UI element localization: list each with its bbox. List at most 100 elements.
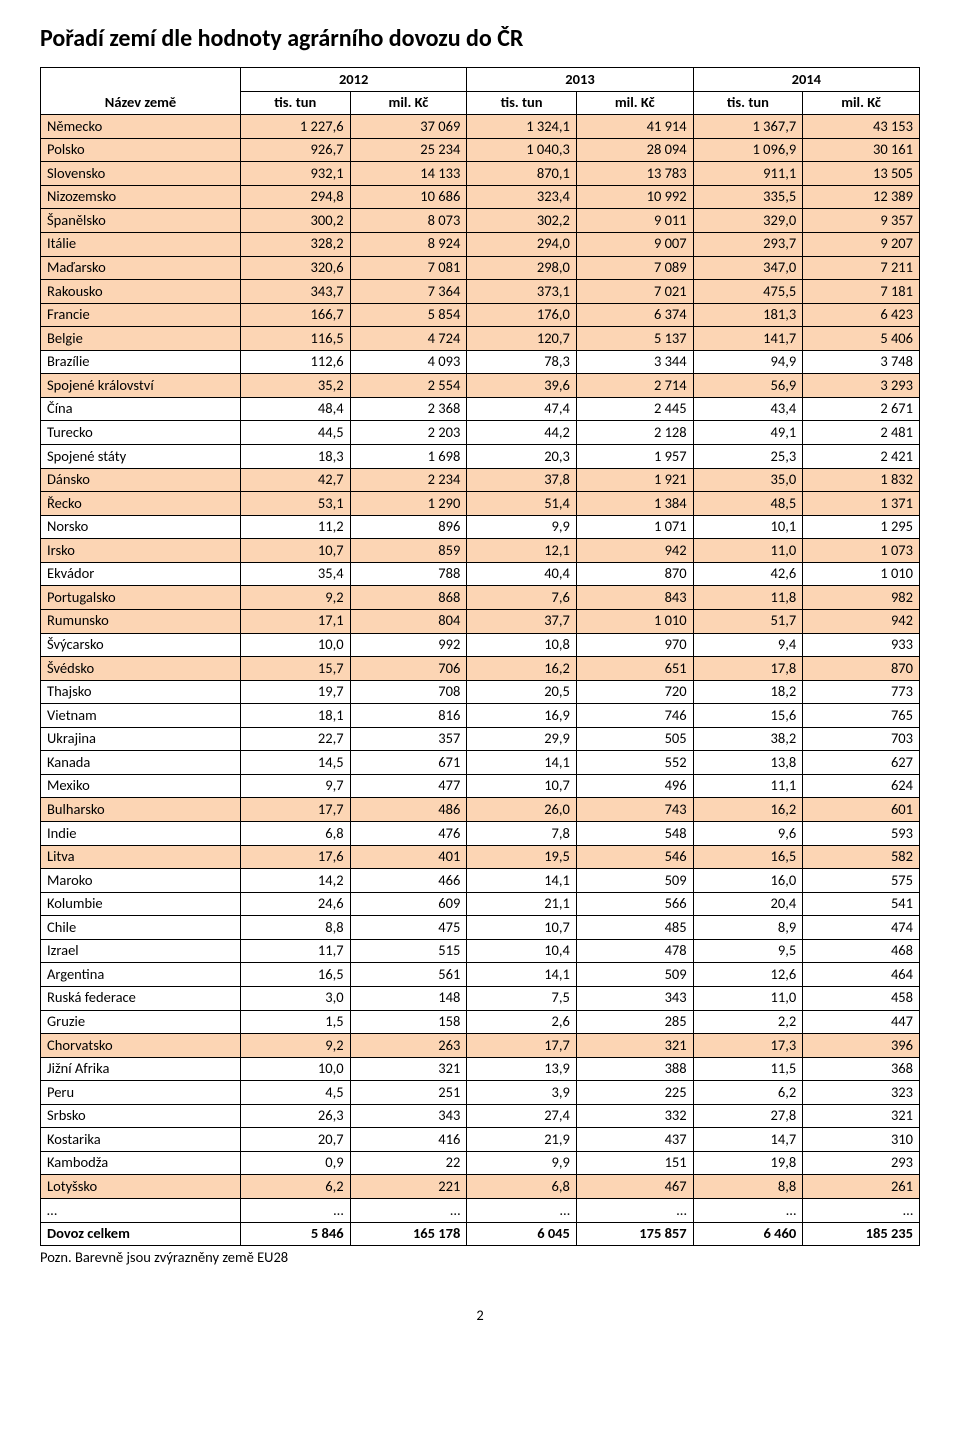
row-value: 5 137 [576,327,693,351]
row-value: 17,7 [241,798,351,822]
row-value: 47,4 [467,397,577,421]
row-value: 9 207 [803,232,920,256]
row-value: 6,8 [467,1175,577,1199]
row-value: 321 [576,1034,693,1058]
row-value: 343 [576,986,693,1010]
row-value: 21,9 [467,1128,577,1152]
row-value: … [241,1199,351,1223]
row-value: 25 234 [350,138,467,162]
row-name: Portugalsko [41,586,241,610]
total-value: 165 178 [350,1222,467,1246]
col-year-2013: 2013 [467,68,693,92]
row-value: 561 [350,963,467,987]
row-value: 4 724 [350,327,467,351]
row-value: 505 [576,727,693,751]
table-row: Kambodža0,9229,915119,8293 [41,1151,920,1175]
row-value: … [467,1199,577,1223]
row-value: 12,1 [467,539,577,563]
row-value: 368 [803,1057,920,1081]
row-value: 5 854 [350,303,467,327]
table-row: Irsko10,785912,194211,01 073 [41,539,920,563]
row-value: 7,8 [467,822,577,846]
row-value: 651 [576,657,693,681]
table-row: Srbsko26,334327,433227,8321 [41,1104,920,1128]
row-value: 477 [350,774,467,798]
row-value: 7,6 [467,586,577,610]
row-value: 38,2 [693,727,803,751]
row-value: 7,5 [467,986,577,1010]
row-value: 7 211 [803,256,920,280]
row-value: 30 161 [803,138,920,162]
table-row: Švýcarsko10,099210,89709,4933 [41,633,920,657]
row-value: 42,7 [241,468,351,492]
row-value: 51,4 [467,492,577,516]
row-value: 746 [576,704,693,728]
table-row: Ekvádor35,478840,487042,61 010 [41,562,920,586]
row-value: 321 [803,1104,920,1128]
row-value: 20,5 [467,680,577,704]
row-value: 9,6 [693,822,803,846]
row-value: … [350,1199,467,1223]
total-value: 175 857 [576,1222,693,1246]
row-value: 1 832 [803,468,920,492]
row-name: Norsko [41,515,241,539]
row-value: 13 783 [576,162,693,186]
table-row: Spojené státy18,31 69820,31 95725,32 421 [41,445,920,469]
row-value: 16,9 [467,704,577,728]
row-value: 21,1 [467,892,577,916]
row-value: 294,0 [467,232,577,256]
row-value: 15,7 [241,657,351,681]
row-value: 671 [350,751,467,775]
row-value: 39,6 [467,374,577,398]
row-value: 10,7 [241,539,351,563]
row-value: 18,3 [241,445,351,469]
row-value: 16,2 [693,798,803,822]
row-value: 151 [576,1151,693,1175]
row-value: 181,3 [693,303,803,327]
row-value: 5 406 [803,327,920,351]
table-row: Jižní Afrika10,032113,938811,5368 [41,1057,920,1081]
row-value: 1 073 [803,539,920,563]
row-name: Francie [41,303,241,327]
row-value: 332 [576,1104,693,1128]
row-name: Brazílie [41,350,241,374]
row-value: 16,2 [467,657,577,681]
table-row: Litva17,640119,554616,5582 [41,845,920,869]
row-value: 870 [576,562,693,586]
row-value: 6,2 [693,1081,803,1105]
row-value: 11,7 [241,939,351,963]
row-value: 485 [576,916,693,940]
row-value: 158 [350,1010,467,1034]
row-value: 43 153 [803,115,920,139]
row-value: 22 [350,1151,467,1175]
table-row: Kolumbie24,660921,156620,4541 [41,892,920,916]
table-row: Čína48,42 36847,42 44543,42 671 [41,397,920,421]
row-value: 26,0 [467,798,577,822]
row-value: 13,8 [693,751,803,775]
row-value: 35,2 [241,374,351,398]
row-value: 373,1 [467,280,577,304]
row-value: 870 [803,657,920,681]
table-row: Dánsko42,72 23437,81 92135,01 832 [41,468,920,492]
row-value: 552 [576,751,693,775]
row-value: 53,1 [241,492,351,516]
row-value: 221 [350,1175,467,1199]
row-value: 14,7 [693,1128,803,1152]
row-value: … [576,1199,693,1223]
row-value: 25,3 [693,445,803,469]
table-row: Nizozemsko294,810 686323,410 992335,512 … [41,185,920,209]
row-value: 7 089 [576,256,693,280]
row-name: Kambodža [41,1151,241,1175]
row-name: Švédsko [41,657,241,681]
row-value: 496 [576,774,693,798]
row-value: 9,5 [693,939,803,963]
row-value: 323 [803,1081,920,1105]
row-name: Nizozemsko [41,185,241,209]
page-title: Pořadí zemí dle hodnoty agrárního dovozu… [40,24,920,53]
row-name: Argentina [41,963,241,987]
row-value: 476 [350,822,467,846]
row-value: 3 344 [576,350,693,374]
row-value: 6,8 [241,822,351,846]
row-value: 43,4 [693,397,803,421]
row-value: 2 714 [576,374,693,398]
